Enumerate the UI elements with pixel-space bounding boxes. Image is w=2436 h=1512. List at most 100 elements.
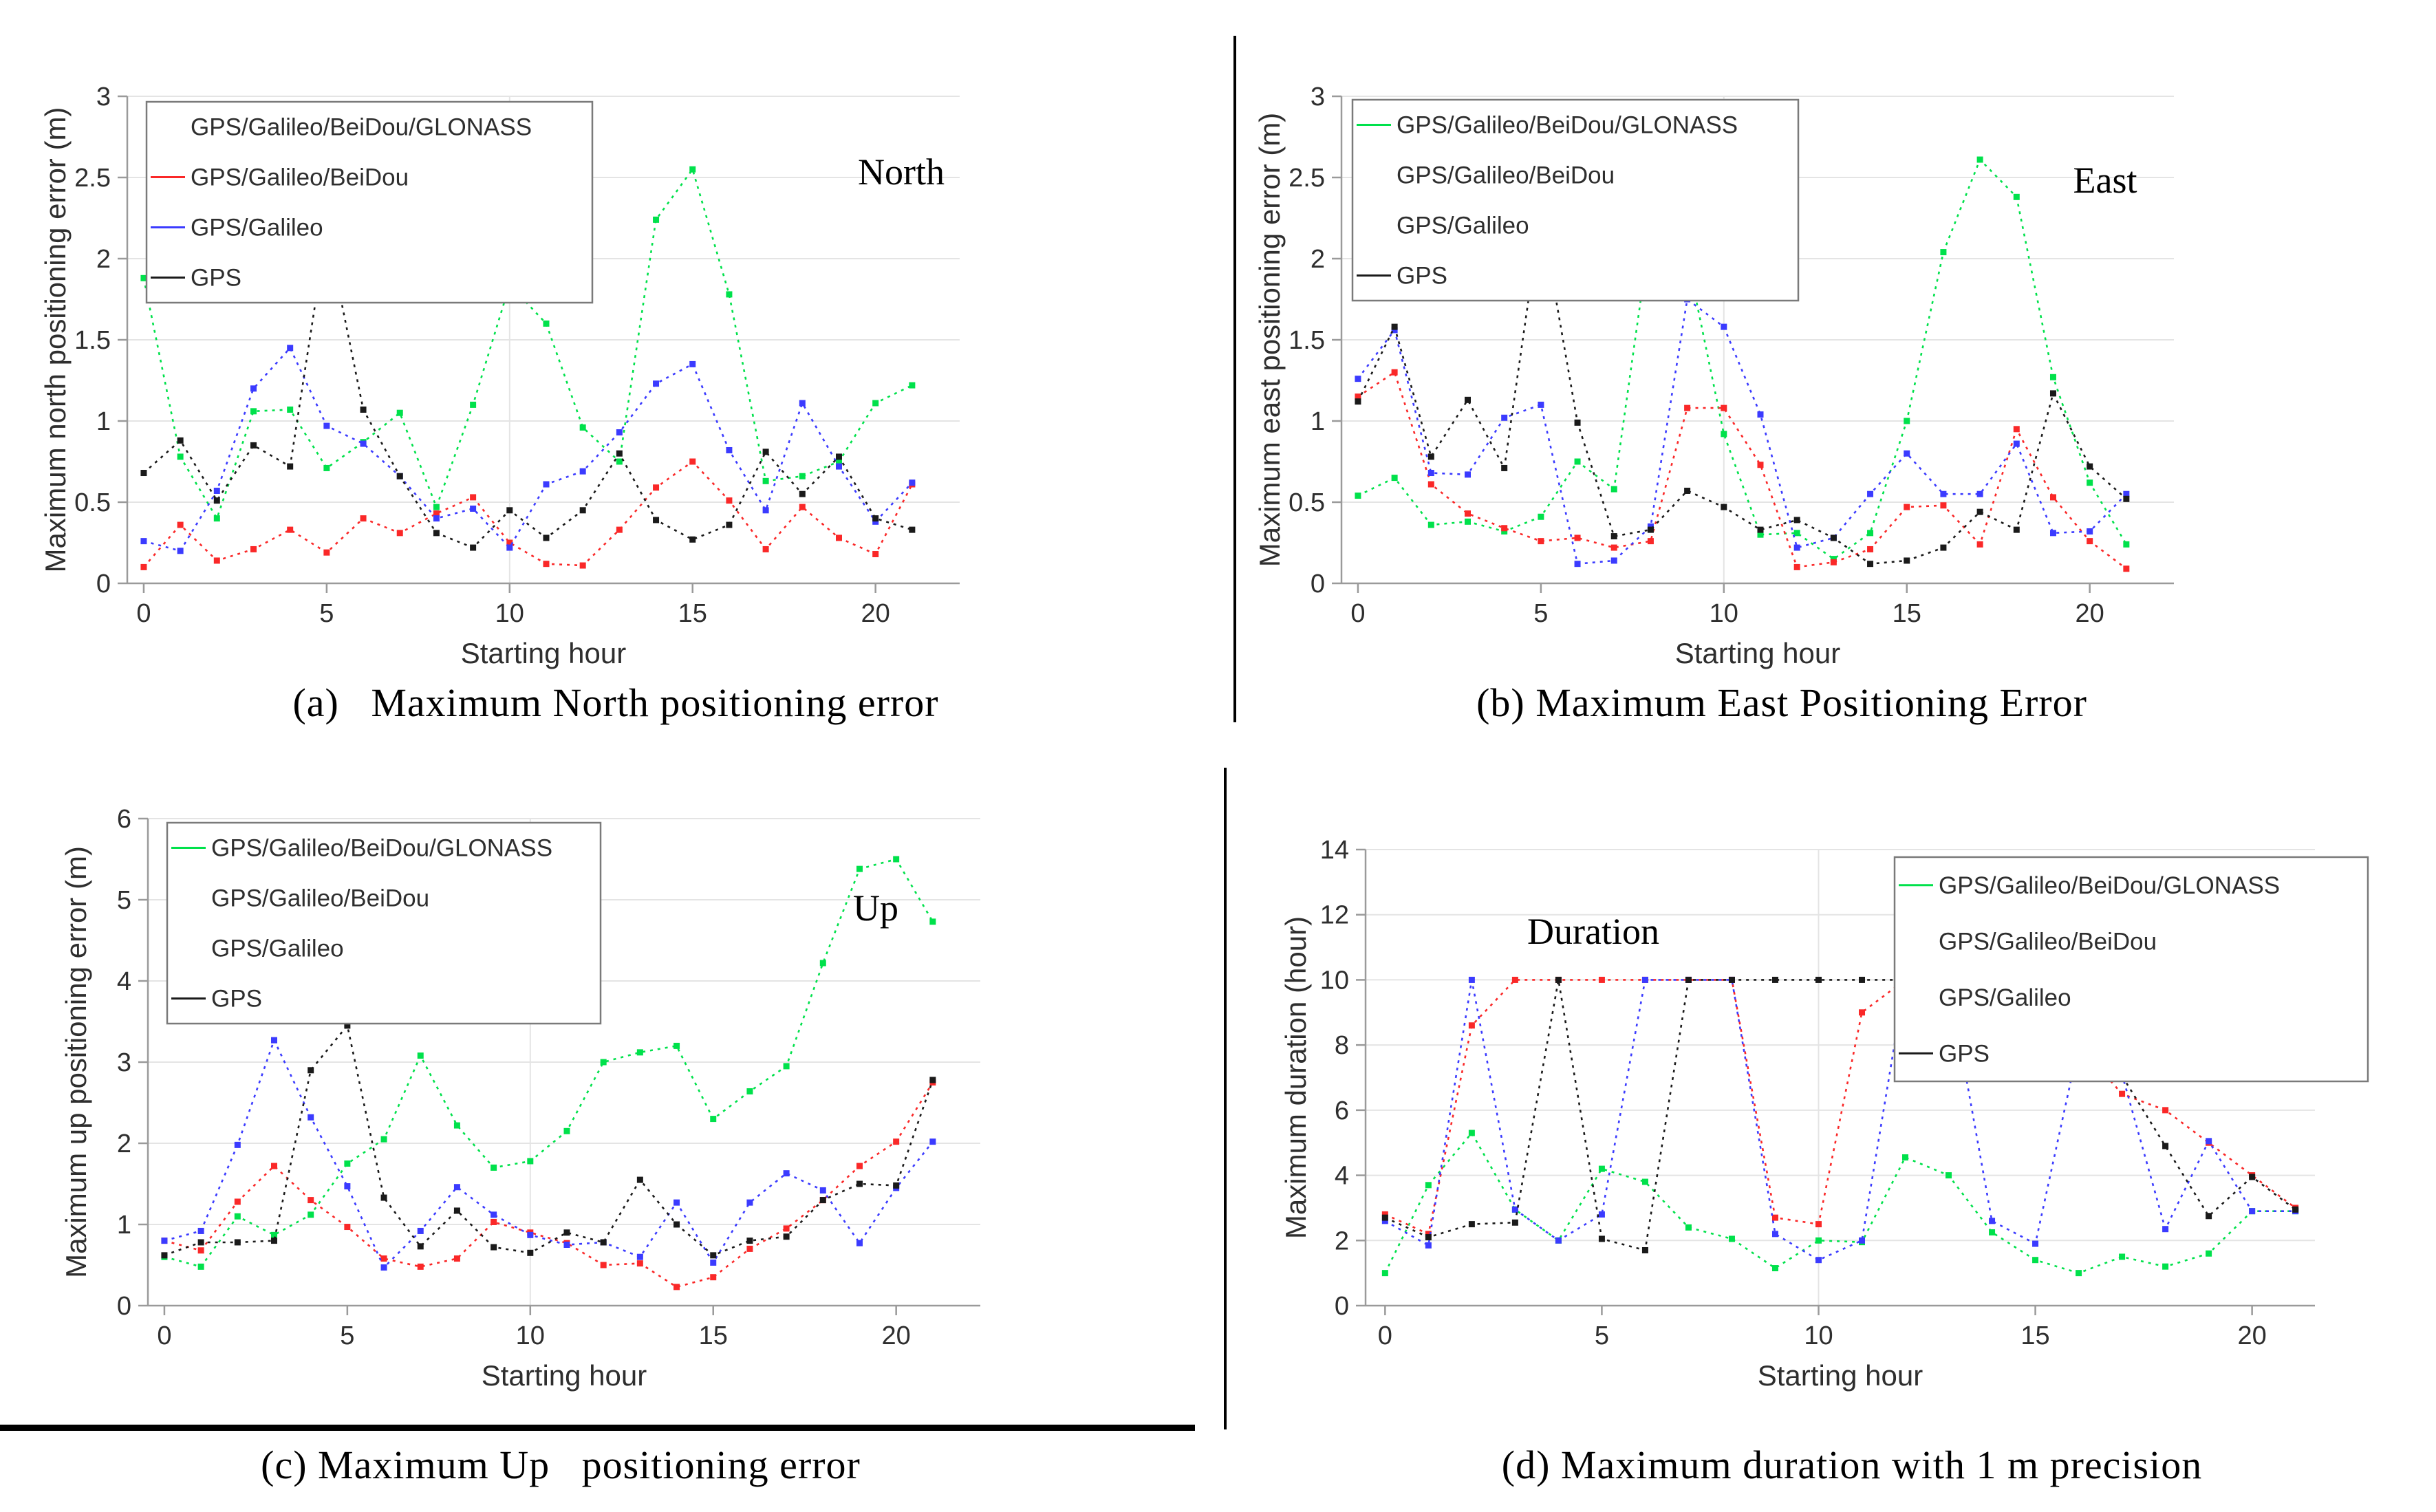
series-marker-gps: [161, 1252, 168, 1259]
svg-text:GPS/Galileo/BeiDou/GLONASS: GPS/Galileo/BeiDou/GLONASS: [191, 114, 532, 141]
series-marker-galileo: [270, 1037, 277, 1044]
series-marker-beidou: [1598, 976, 1605, 983]
svg-text:5: 5: [117, 886, 131, 915]
series-marker-galileo: [1464, 471, 1471, 478]
svg-text:1: 1: [96, 407, 111, 436]
series-marker-galileo: [2087, 528, 2093, 534]
series-marker-beidou: [1538, 538, 1544, 545]
series-marker-galileo: [799, 400, 806, 407]
series-marker-gps: [250, 442, 257, 449]
series-marker-glonass: [1391, 475, 1398, 482]
series-marker-gps: [689, 536, 696, 543]
series-marker-galileo: [636, 1253, 643, 1260]
series-marker-glonass: [1867, 530, 1874, 537]
svg-text:GPS/Galileo: GPS/Galileo: [1939, 984, 2071, 1011]
series-marker-gps: [835, 453, 842, 460]
svg-text:Starting hour: Starting hour: [1758, 1359, 1923, 1392]
series-marker-galileo: [1425, 1242, 1432, 1249]
series-marker-beidou: [1771, 1214, 1778, 1221]
series-marker-gps: [270, 1238, 277, 1244]
chart-c: 0 1 2 3 4 5 6 0 5 10 15 20 Up Starting hour Maximum up…: [60, 805, 980, 1392]
svg-text:1.5: 1.5: [74, 326, 111, 355]
series-marker-gps: [396, 473, 403, 479]
series-marker-beidou: [600, 1262, 607, 1268]
series-marker-gps: [433, 530, 440, 537]
chart-b: 0 0.5 1 1.5 2 2.5 3 0 5 10 15 20 East Starting hour Ma…: [1253, 83, 2174, 669]
series-marker-glonass: [250, 408, 257, 415]
series-marker-gps: [1867, 561, 1874, 568]
series-marker-gps: [1381, 1214, 1388, 1221]
series-marker-galileo: [1815, 1257, 1822, 1264]
series-marker-beidou: [2087, 538, 2093, 545]
series-marker-galileo: [2013, 440, 2020, 447]
series-marker-beidou: [177, 521, 184, 528]
series-marker-gps: [491, 1244, 497, 1251]
series-marker-glonass: [2013, 193, 2020, 200]
series-marker-galileo: [323, 422, 330, 429]
series-marker-beidou: [470, 494, 477, 501]
svg-text:4: 4: [117, 967, 131, 996]
series-marker-galileo: [2206, 1138, 2212, 1145]
series-marker-gps: [2087, 463, 2093, 470]
series-marker-beidou: [1574, 534, 1581, 541]
series-marker-beidou: [1721, 404, 1727, 411]
series-marker-beidou: [1355, 393, 1361, 400]
series-marker-gps: [1859, 976, 1866, 983]
series-marker-beidou: [234, 1198, 241, 1205]
series-marker-galileo: [234, 1141, 241, 1148]
series-marker-gps: [344, 1022, 351, 1029]
svg-text:10: 10: [1320, 966, 1349, 995]
series-marker-gps: [872, 515, 879, 522]
series-marker-gps: [1685, 976, 1692, 983]
series-marker-glonass: [746, 1088, 753, 1094]
series-marker-glonass: [1598, 1165, 1605, 1172]
svg-text:0.5: 0.5: [74, 488, 111, 517]
svg-text:2.5: 2.5: [1289, 164, 1325, 193]
svg-text:15: 15: [2020, 1321, 2049, 1350]
series-marker-glonass: [2123, 541, 2130, 548]
svg-text:10: 10: [516, 1321, 545, 1350]
series-marker-galileo: [140, 538, 147, 545]
series-marker-gps: [380, 1194, 387, 1201]
series-marker-beidou: [835, 534, 842, 541]
series-marker-gps: [893, 1182, 900, 1189]
series-marker-glonass: [909, 382, 916, 389]
svg-text:15: 15: [699, 1321, 728, 1350]
series-marker-galileo: [1976, 490, 1983, 497]
svg-text:20: 20: [861, 599, 890, 628]
series-marker-gps: [1793, 517, 1800, 523]
svg-text:GPS/Galileo/BeiDou: GPS/Galileo/BeiDou: [211, 885, 429, 912]
series-marker-glonass: [1538, 513, 1544, 520]
svg-text:GPS/Galileo: GPS/Galileo: [1397, 213, 1529, 239]
series-marker-gps: [1647, 526, 1654, 533]
series-marker-beidou: [636, 1260, 643, 1267]
series-marker-beidou: [308, 1197, 314, 1204]
series-line-beidou: [164, 1081, 934, 1288]
caption-c: (c) Maximum Up positioning error: [261, 1443, 861, 1487]
svg-text:10: 10: [495, 599, 524, 628]
series-marker-beidou: [140, 563, 147, 570]
series-marker-glonass: [2087, 479, 2093, 486]
series-marker-beidou: [250, 546, 257, 552]
series-marker-beidou: [1610, 544, 1617, 551]
series-marker-gps: [1511, 1219, 1518, 1226]
series-marker-glonass: [417, 1052, 424, 1059]
series-marker-glonass: [396, 409, 403, 416]
series-marker-beidou: [579, 562, 586, 569]
series-marker-galileo: [527, 1231, 534, 1238]
series-marker-beidou: [1684, 404, 1691, 411]
series-marker-glonass: [1464, 518, 1471, 525]
divider-top-vertical: [1233, 36, 1236, 722]
series-marker-beidou: [1976, 541, 1983, 548]
series-marker-beidou: [1381, 1211, 1388, 1218]
y-axis-label: Maximum east positioning error (m): [1253, 113, 1286, 568]
series-line-galileo: [164, 1037, 934, 1269]
series-marker-beidou: [417, 1263, 424, 1270]
svg-text:0: 0: [1378, 1321, 1392, 1350]
series-marker-glonass: [380, 1136, 387, 1143]
series-marker-beidou: [762, 546, 769, 552]
y-axis-label: Maximum up positioning error (m): [60, 846, 92, 1278]
series-marker-gps: [909, 526, 916, 533]
series-marker-gps: [453, 1207, 460, 1214]
